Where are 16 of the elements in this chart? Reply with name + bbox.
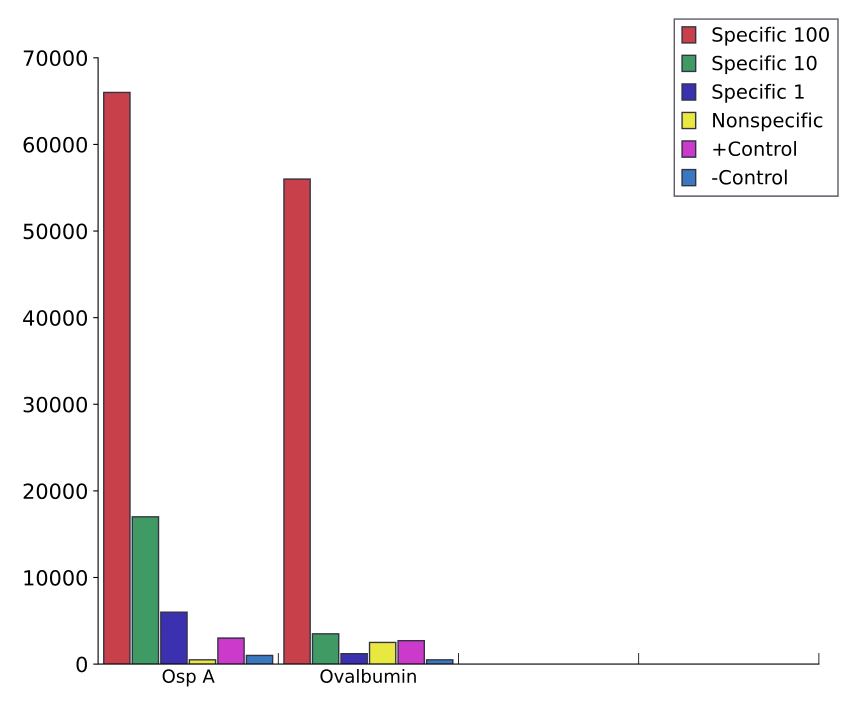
x-tick-label: Ovalbumin [320,668,416,683]
y-tick-label: 40000 [23,310,87,326]
y-tick-label: 10000 [24,570,87,586]
y-tick-label: 20000 [24,483,87,500]
y-tick-label: 60000 [24,136,87,153]
legend-label: Nonspecific [713,112,822,132]
y-tick-label: 0 [76,656,87,672]
y-tick-label: 50000 [24,223,87,240]
legend-label: Specific 1 [712,84,804,103]
legend-label: -Control [712,170,787,185]
legend-label: +Control [713,140,796,156]
legend-label: Specific 10 [712,55,817,74]
y-tick-label: 30000 [24,396,87,412]
legend-label: Specific 100 [712,26,829,46]
y-tick-label: 70000 [24,50,87,66]
x-tick-label: Osp A [162,669,215,686]
